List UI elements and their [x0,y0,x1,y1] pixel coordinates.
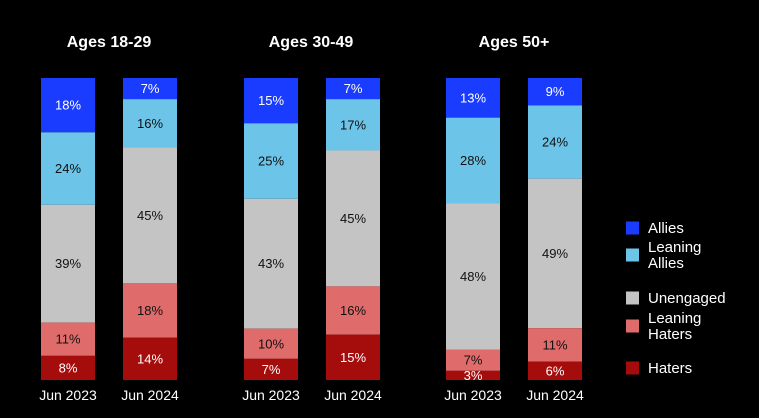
data-label-ages-50-jun-2024-unengaged: 49% [542,246,568,261]
legend-swatch-unengaged [626,291,639,305]
data-label-ages-30-49-jun-2024-leaning-allies: 17% [340,117,366,132]
legend-label-allies: Allies [648,220,684,237]
legend-swatch-leaning-allies [626,248,639,262]
category-label-ages-50-jun-2023: Jun 2023 [444,387,502,403]
data-label-ages-50-jun-2023-haters: 3% [464,368,483,383]
data-label-ages-30-49-jun-2023-leaning-allies: 25% [258,154,284,169]
bar-segment-ages-18-29-jun-2024-leaning-haters [123,283,177,338]
legend-label-leaning-haters-line-1: Leaning [648,310,701,327]
data-label-ages-30-49-jun-2023-leaning-haters: 10% [258,336,284,351]
data-label-ages-18-29-jun-2024-allies: 7% [141,81,160,96]
legend-label-unengaged: Unengaged [648,290,726,307]
bar-segment-ages-50-jun-2024-leaning-haters [528,328,582,362]
data-label-ages-18-29-jun-2023-unengaged: 39% [55,256,81,271]
bar-segment-ages-50-jun-2023-allies [446,78,500,118]
category-label-ages-18-29-jun-2024: Jun 2024 [121,387,179,403]
data-label-ages-50-jun-2024-allies: 9% [546,84,565,99]
bar-segment-ages-18-29-jun-2023-leaning-allies [41,132,95,205]
legend-label-leaning-allies-line-1: Leaning [648,239,701,256]
data-label-ages-18-29-jun-2023-leaning-haters: 11% [55,332,80,347]
data-label-ages-50-jun-2023-leaning-haters: 7% [464,353,483,368]
bar-segment-ages-18-29-jun-2023-allies [41,78,95,133]
bar-segment-ages-30-49-jun-2024-leaning-haters [326,286,380,335]
data-label-ages-50-jun-2024-leaning-allies: 24% [542,135,568,150]
data-label-ages-30-49-jun-2024-leaning-haters: 16% [340,303,366,318]
data-label-ages-30-49-jun-2024-allies: 7% [344,81,363,96]
bar-segment-ages-50-jun-2024-unengaged [528,178,582,329]
bar-segment-ages-30-49-jun-2023-unengaged [244,198,298,329]
bar-segment-ages-30-49-jun-2023-leaning-allies [244,123,298,199]
bar-segment-ages-18-29-jun-2023-unengaged [41,204,95,323]
bar-segment-ages-50-jun-2023-leaning-allies [446,117,500,204]
bar-segment-ages-30-49-jun-2024-unengaged [326,150,380,287]
category-label-ages-30-49-jun-2024: Jun 2024 [324,387,382,403]
data-label-ages-30-49-jun-2024-unengaged: 45% [340,211,366,226]
group-title-ages-50: Ages 50+ [479,34,550,51]
group-title-ages-30-49: Ages 30-49 [269,34,354,51]
bar-segment-ages-30-49-jun-2024-haters [326,334,380,380]
bar-segment-ages-30-49-jun-2024-leaning-allies [326,99,380,151]
category-label-ages-18-29-jun-2023: Jun 2023 [39,387,97,403]
data-label-ages-18-29-jun-2024-leaning-haters: 18% [137,303,163,318]
bar-segment-ages-18-29-jun-2024-unengaged [123,147,177,284]
legend-swatch-allies [626,221,639,235]
data-label-ages-18-29-jun-2023-haters: 8% [59,360,78,375]
data-label-ages-50-jun-2024-leaning-haters: 11% [542,337,567,352]
bar-segment-ages-50-jun-2023-haters [446,370,500,380]
bar-segment-ages-30-49-jun-2023-leaning-haters [244,328,298,359]
legend-swatch-leaning-haters [626,319,639,333]
data-label-ages-30-49-jun-2024-haters: 15% [340,350,366,365]
legend-label-leaning-haters-line-2: Haters [648,326,692,343]
category-label-ages-30-49-jun-2023: Jun 2023 [242,387,300,403]
data-label-ages-50-jun-2023-unengaged: 48% [460,269,486,284]
bar-segment-ages-50-jun-2024-allies [528,78,582,106]
legend-label-haters: Haters [648,360,692,377]
bar-segment-ages-18-29-jun-2023-haters [41,355,95,380]
data-label-ages-18-29-jun-2023-leaning-allies: 24% [55,161,81,176]
legend-label-leaning-allies-line-2: Allies [648,255,684,272]
bar-segment-ages-50-jun-2024-haters [528,361,582,380]
data-label-ages-30-49-jun-2023-allies: 15% [258,93,284,108]
data-label-ages-30-49-jun-2023-unengaged: 43% [258,256,284,271]
group-title-ages-18-29: Ages 18-29 [67,34,152,51]
bar-segment-ages-18-29-jun-2024-leaning-allies [123,99,177,148]
data-label-ages-18-29-jun-2024-haters: 14% [137,351,163,366]
category-label-ages-50-jun-2024: Jun 2024 [526,387,584,403]
data-label-ages-18-29-jun-2024-leaning-allies: 16% [137,116,163,131]
legend-swatch-haters [626,361,639,375]
data-label-ages-30-49-jun-2023-haters: 7% [262,362,281,377]
bar-segment-ages-30-49-jun-2023-allies [244,78,298,124]
bar-segment-ages-18-29-jun-2023-leaning-haters [41,322,95,356]
bar-segment-ages-30-49-jun-2023-haters [244,358,298,380]
data-label-ages-18-29-jun-2024-unengaged: 45% [137,208,163,223]
bar-segment-ages-18-29-jun-2024-haters [123,337,177,380]
bar-segment-ages-30-49-jun-2024-allies [326,78,380,100]
data-label-ages-50-jun-2024-haters: 6% [546,363,565,378]
data-label-ages-50-jun-2023-allies: 13% [460,90,486,105]
bar-segment-ages-50-jun-2023-unengaged [446,203,500,350]
bar-segment-ages-50-jun-2023-leaning-haters [446,349,500,371]
data-label-ages-50-jun-2023-leaning-allies: 28% [460,153,486,168]
bar-segment-ages-50-jun-2024-leaning-allies [528,105,582,179]
data-label-ages-18-29-jun-2023-allies: 18% [55,98,81,113]
bar-segment-ages-18-29-jun-2024-allies [123,78,177,100]
